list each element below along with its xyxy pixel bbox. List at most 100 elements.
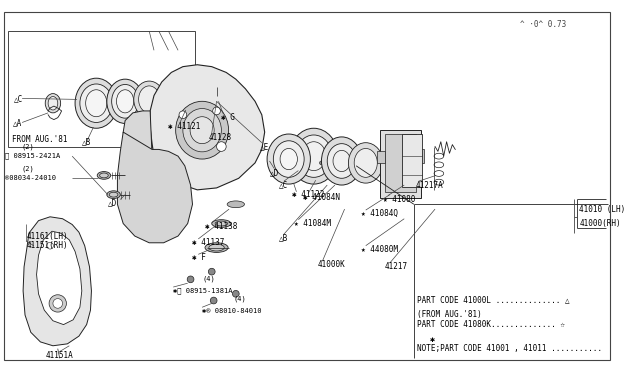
Text: (2): (2) [21, 166, 34, 172]
Bar [380, 130, 420, 198]
Ellipse shape [134, 81, 164, 118]
Text: ★ 41084M: ★ 41084M [294, 219, 330, 228]
Ellipse shape [48, 96, 58, 110]
Ellipse shape [109, 192, 118, 197]
Text: △D: △D [108, 198, 117, 207]
Ellipse shape [190, 117, 214, 144]
Bar [419, 150, 424, 163]
Ellipse shape [280, 148, 298, 170]
Ellipse shape [303, 147, 308, 152]
Ellipse shape [296, 135, 332, 177]
Ellipse shape [111, 84, 139, 118]
Text: △B: △B [82, 137, 91, 146]
Text: △D: △D [269, 168, 279, 177]
Text: ★ 44080M: ★ 44080M [361, 245, 398, 254]
Text: ✱: ✱ [430, 334, 435, 343]
Text: ✱® 08010-84010: ✱® 08010-84010 [202, 308, 262, 314]
Text: PART CODE 41080K.............. ☆: PART CODE 41080K.............. ☆ [417, 320, 564, 329]
Bar [403, 134, 422, 187]
Text: ✱ 41122: ✱ 41122 [292, 190, 324, 199]
Text: 41128: 41128 [209, 134, 232, 142]
Text: △B: △B [279, 234, 289, 243]
Ellipse shape [333, 150, 350, 171]
Text: (4): (4) [202, 275, 215, 282]
Ellipse shape [107, 79, 143, 124]
Ellipse shape [100, 173, 108, 178]
Text: ★ 41080: ★ 41080 [383, 195, 415, 204]
Text: Ⓜ 08915-2421A: Ⓜ 08915-2421A [5, 153, 60, 160]
Text: PART CODE 41000L .............. △: PART CODE 41000L .............. △ [417, 295, 570, 304]
Bar [378, 151, 385, 163]
Text: ✱ F: ✱ F [193, 253, 206, 262]
Text: 41151A: 41151A [45, 351, 73, 360]
Ellipse shape [205, 243, 228, 253]
Text: ✱ 41121: ✱ 41121 [168, 122, 201, 131]
Ellipse shape [267, 134, 310, 184]
Text: 41000(RH): 41000(RH) [579, 219, 621, 228]
Ellipse shape [232, 291, 239, 297]
Ellipse shape [188, 276, 194, 283]
Text: ✱ G: ✱ G [221, 113, 236, 122]
Text: FROM AUG.'81: FROM AUG.'81 [12, 135, 67, 144]
Ellipse shape [215, 221, 228, 226]
Polygon shape [123, 111, 152, 163]
Polygon shape [36, 231, 82, 325]
Ellipse shape [273, 141, 304, 177]
Text: △C: △C [279, 180, 289, 190]
Ellipse shape [327, 144, 356, 178]
Text: (4): (4) [234, 295, 246, 302]
Text: ®08034-24010: ®08034-24010 [5, 175, 56, 181]
Text: △C: △C [15, 94, 24, 103]
Ellipse shape [321, 137, 362, 185]
Text: 41000K: 41000K [317, 260, 346, 269]
Ellipse shape [301, 142, 326, 171]
Ellipse shape [175, 101, 228, 159]
Ellipse shape [107, 191, 120, 199]
Ellipse shape [179, 111, 187, 119]
Ellipse shape [186, 94, 191, 102]
Text: ★ 41084Q: ★ 41084Q [361, 209, 398, 218]
Text: (2): (2) [21, 143, 34, 150]
Bar [385, 134, 416, 192]
Polygon shape [150, 65, 265, 190]
Ellipse shape [86, 90, 107, 117]
Ellipse shape [290, 128, 338, 184]
Text: NOTE;PART CODE 41001 , 41011 ...........: NOTE;PART CODE 41001 , 41011 ........... [417, 344, 602, 353]
Text: 41151(RH): 41151(RH) [27, 241, 68, 250]
Text: ^ ·0^ 0.73: ^ ·0^ 0.73 [520, 20, 566, 29]
Ellipse shape [209, 244, 224, 251]
Text: ✱ 41084N: ✱ 41084N [303, 193, 340, 202]
Ellipse shape [227, 201, 244, 208]
Ellipse shape [49, 295, 67, 312]
Text: △A: △A [13, 118, 23, 127]
Text: 41217A: 41217A [416, 180, 444, 190]
Ellipse shape [139, 86, 160, 113]
Ellipse shape [53, 299, 63, 308]
Text: ✱ 41137: ✱ 41137 [193, 238, 225, 247]
Ellipse shape [354, 148, 378, 177]
Polygon shape [23, 217, 92, 346]
Ellipse shape [319, 161, 323, 165]
Ellipse shape [211, 297, 217, 304]
Ellipse shape [209, 268, 215, 275]
Text: 41161(LH): 41161(LH) [27, 231, 68, 241]
Ellipse shape [183, 109, 221, 152]
Ellipse shape [216, 142, 226, 151]
Ellipse shape [348, 143, 383, 183]
Ellipse shape [45, 94, 61, 113]
Ellipse shape [80, 84, 113, 122]
Text: ✱Ⓜ 08915-1381A: ✱Ⓜ 08915-1381A [173, 288, 233, 294]
Ellipse shape [184, 92, 193, 105]
Text: (FROM AUG.'81): (FROM AUG.'81) [417, 310, 481, 318]
Ellipse shape [212, 220, 231, 227]
Text: 41217: 41217 [385, 262, 408, 271]
Ellipse shape [116, 90, 134, 113]
Ellipse shape [47, 242, 53, 249]
Ellipse shape [213, 87, 220, 96]
Ellipse shape [75, 78, 117, 128]
Text: △E: △E [260, 142, 269, 151]
Ellipse shape [97, 171, 111, 179]
Ellipse shape [212, 107, 220, 115]
Text: 41010 (LH): 41010 (LH) [579, 205, 626, 214]
Polygon shape [117, 132, 193, 243]
